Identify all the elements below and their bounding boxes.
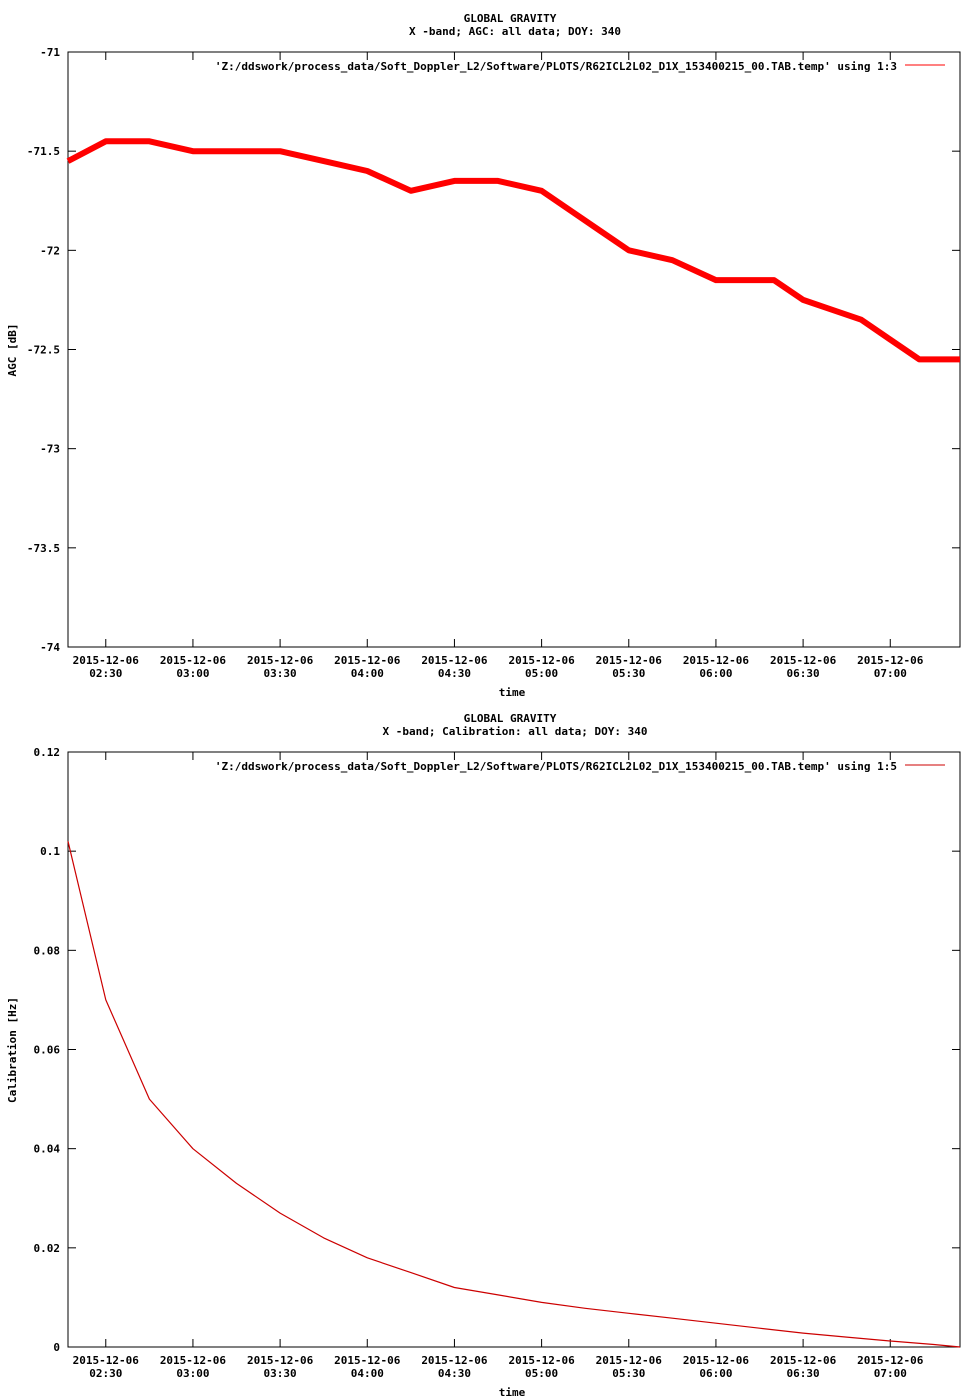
chart2-y-axis-label: Calibration [Hz] bbox=[6, 997, 19, 1103]
chart1-y-tick-label: -73.5 bbox=[27, 542, 60, 555]
chart1-x-tick-label-time: 03:30 bbox=[264, 667, 297, 680]
chart2-x-tick-label-time: 04:00 bbox=[351, 1367, 384, 1380]
chart2-y-tick-label: 0.08 bbox=[34, 944, 61, 957]
chart2-x-tick-label-time: 03:00 bbox=[176, 1367, 209, 1380]
chart2-y-tick-label: 0 bbox=[53, 1341, 60, 1354]
chart1-title: GLOBAL GRAVITY bbox=[464, 12, 557, 25]
chart1-x-tick-label-time: 05:30 bbox=[612, 667, 645, 680]
chart2-y-tick-label: 0.06 bbox=[34, 1044, 61, 1057]
chart1-x-tick-label-date: 2015-12-06 bbox=[770, 654, 837, 667]
chart2-x-tick-label-time: 03:30 bbox=[264, 1367, 297, 1380]
chart1-x-tick-label-time: 05:00 bbox=[525, 667, 558, 680]
chart1-x-tick-label-time: 04:00 bbox=[351, 667, 384, 680]
chart2-frame bbox=[67, 751, 961, 1348]
chart2-x-tick-label-time: 05:00 bbox=[525, 1367, 558, 1380]
chart1-frame bbox=[67, 51, 961, 648]
chart2-y-tick-label: 0.02 bbox=[34, 1242, 61, 1255]
chart2-x-tick-label-time: 04:30 bbox=[438, 1367, 471, 1380]
chart1-y-tick-label: -74 bbox=[40, 641, 60, 654]
chart2-series-line bbox=[67, 841, 961, 1348]
chart2-x-tick-label-date: 2015-12-06 bbox=[857, 1354, 924, 1367]
chart1-x-tick-label-time: 02:30 bbox=[89, 667, 122, 680]
chart-layer: -71-71.5-72-72.5-73-73.5-742015-12-0602:… bbox=[27, 46, 961, 1380]
chart2-x-tick-label-time: 05:30 bbox=[612, 1367, 645, 1380]
chart1-y-axis-label: AGC [dB] bbox=[6, 324, 19, 377]
chart1-x-tick-label-date: 2015-12-06 bbox=[857, 654, 924, 667]
chart2-x-tick-label-date: 2015-12-06 bbox=[683, 1354, 750, 1367]
chart2-y-tick-label: 0.1 bbox=[40, 845, 60, 858]
chart1-x-tick-label-date: 2015-12-06 bbox=[508, 654, 575, 667]
chart1-y-tick-label: -71 bbox=[40, 46, 60, 59]
chart1-x-tick-label-date: 2015-12-06 bbox=[683, 654, 750, 667]
chart2-x-tick-label-time: 06:00 bbox=[699, 1367, 732, 1380]
chart1-x-tick-label-date: 2015-12-06 bbox=[73, 654, 140, 667]
chart1-x-tick-label-time: 04:30 bbox=[438, 667, 471, 680]
chart2-x-tick-label-date: 2015-12-06 bbox=[770, 1354, 837, 1367]
chart2-x-tick-label-date: 2015-12-06 bbox=[160, 1354, 227, 1367]
chart2-x-tick-label-date: 2015-12-06 bbox=[334, 1354, 401, 1367]
chart2-title: GLOBAL GRAVITY bbox=[464, 712, 557, 725]
chart1-legend-text: 'Z:/ddswork/process_data/Soft_Doppler_L2… bbox=[215, 60, 897, 73]
chart1-x-tick-label-time: 06:00 bbox=[699, 667, 732, 680]
chart2-y-tick-label: 0.04 bbox=[34, 1143, 61, 1156]
chart2-x-tick-label-time: 07:00 bbox=[874, 1367, 907, 1380]
chart1-x-tick-label-time: 03:00 bbox=[176, 667, 209, 680]
chart1-x-tick-label-time: 06:30 bbox=[787, 667, 820, 680]
chart1-x-tick-label-date: 2015-12-06 bbox=[160, 654, 227, 667]
chart1-x-axis-label: time bbox=[499, 686, 526, 699]
chart1-x-tick-label-date: 2015-12-06 bbox=[247, 654, 314, 667]
chart1-x-tick-label-date: 2015-12-06 bbox=[421, 654, 488, 667]
chart2-y-tick-label: 0.12 bbox=[34, 746, 61, 759]
chart2-x-tick-label-date: 2015-12-06 bbox=[247, 1354, 314, 1367]
chart1-subtitle: X -band; AGC: all data; DOY: 340 bbox=[409, 25, 621, 38]
chart2-x-tick-label-time: 06:30 bbox=[787, 1367, 820, 1380]
chart1-y-tick-label: -72.5 bbox=[27, 344, 60, 357]
chart1-x-tick-label-date: 2015-12-06 bbox=[596, 654, 663, 667]
chart2-x-tick-label-date: 2015-12-06 bbox=[73, 1354, 140, 1367]
chart1-x-tick-label-time: 07:00 bbox=[874, 667, 907, 680]
chart2-subtitle: X -band; Calibration: all data; DOY: 340 bbox=[383, 725, 648, 738]
chart1-x-tick-label-date: 2015-12-06 bbox=[334, 654, 401, 667]
chart2-x-tick-label-time: 02:30 bbox=[89, 1367, 122, 1380]
chart2-x-axis-label: time bbox=[499, 1386, 526, 1399]
chart2-x-tick-label-date: 2015-12-06 bbox=[508, 1354, 575, 1367]
chart1-y-tick-label: -71.5 bbox=[27, 145, 60, 158]
chart1-series-line bbox=[66, 138, 960, 363]
chart1-y-tick-label: -72 bbox=[40, 244, 60, 257]
chart2-legend-text: 'Z:/ddswork/process_data/Soft_Doppler_L2… bbox=[215, 760, 897, 773]
chart2-x-tick-label-date: 2015-12-06 bbox=[421, 1354, 488, 1367]
chart2-x-tick-label-date: 2015-12-06 bbox=[596, 1354, 663, 1367]
chart1-y-tick-label: -73 bbox=[40, 443, 60, 456]
